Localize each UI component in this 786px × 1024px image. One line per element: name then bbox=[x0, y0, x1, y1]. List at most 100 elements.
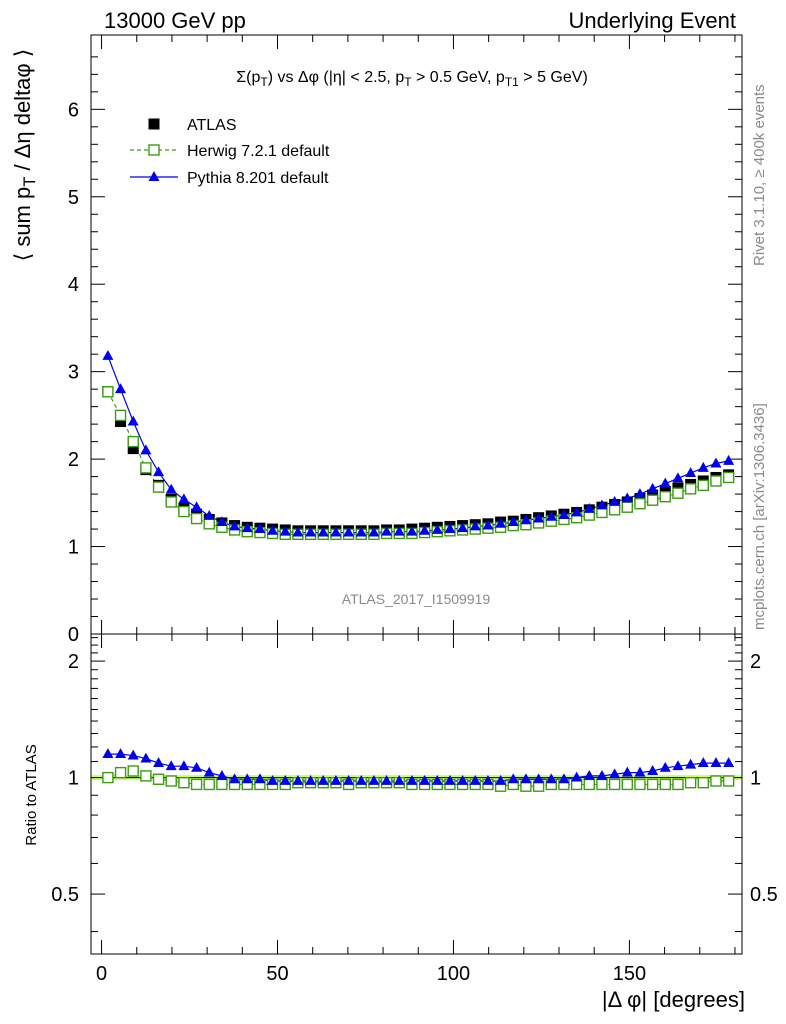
y-tick-label: 5 bbox=[68, 187, 79, 209]
pythia-point bbox=[191, 501, 203, 512]
pythia-point bbox=[229, 520, 241, 531]
pythia-ratio-point bbox=[203, 766, 215, 777]
pythia-point bbox=[710, 457, 722, 468]
pythia-ratio-point bbox=[330, 775, 342, 785]
herwig-point bbox=[165, 496, 177, 508]
herwig-ratio-point bbox=[178, 776, 190, 789]
titles: Σ(pT) vs Δφ (|η| < 2.5, pT > 0.5 GeV, pT… bbox=[10, 49, 745, 1012]
pythia-point bbox=[330, 526, 342, 537]
pythia-ratio-point bbox=[368, 775, 380, 785]
pythia-ratio-point bbox=[305, 775, 317, 785]
pythia-ratio-point bbox=[115, 748, 127, 759]
ratio-y-tick-label-left: 0.5 bbox=[51, 884, 79, 906]
analysis-watermark: ATLAS_2017_I1509919 bbox=[342, 591, 491, 607]
herwig-point bbox=[710, 475, 722, 487]
pythia-ratio-point bbox=[634, 766, 646, 777]
ratio-y-tick-label-left: 2 bbox=[68, 651, 79, 673]
pythia-ratio-point bbox=[558, 773, 570, 784]
pythia-point bbox=[254, 523, 266, 534]
pythia-ratio-point bbox=[393, 775, 405, 785]
pythia-point bbox=[634, 488, 646, 499]
pythia-ratio-point bbox=[191, 761, 203, 772]
pythia-ratio-point bbox=[229, 773, 241, 784]
pythia-point bbox=[672, 472, 684, 483]
pythia-ratio-point bbox=[444, 775, 456, 785]
pythia-ratio-point bbox=[520, 773, 532, 784]
herwig-point bbox=[608, 504, 621, 516]
pythia-point bbox=[102, 349, 114, 360]
pythia-point bbox=[216, 516, 228, 527]
herwig-point bbox=[634, 498, 646, 510]
herwig-point bbox=[722, 471, 735, 484]
pythia-point bbox=[469, 520, 481, 531]
y-tick-label: 3 bbox=[68, 362, 79, 384]
ratio-y-tick-label-right: 2 bbox=[750, 651, 761, 673]
ratio-y-tick-label-right: 1 bbox=[750, 768, 761, 790]
herwig-point bbox=[190, 512, 203, 525]
herwig-point bbox=[697, 479, 709, 492]
pythia-point bbox=[609, 496, 621, 506]
legend-atlas-marker bbox=[148, 118, 160, 130]
ratio-y-axis-label: Ratio to ATLAS bbox=[23, 744, 40, 845]
pythia-point bbox=[520, 514, 532, 525]
legend-entry: ATLAS bbox=[187, 117, 237, 134]
x-tick-label: 0 bbox=[96, 963, 107, 985]
pythia-point bbox=[685, 467, 697, 478]
pythia-point bbox=[355, 526, 367, 537]
header-left: 13000 GeV pp bbox=[104, 8, 246, 33]
pythia-ratio-point bbox=[279, 775, 291, 785]
pythia-point bbox=[381, 525, 393, 536]
ratio-y-tick-label-right: 0.5 bbox=[750, 884, 778, 906]
herwig-point bbox=[672, 487, 684, 499]
herwig-point bbox=[152, 481, 165, 493]
pythia-point bbox=[545, 510, 557, 521]
pythia-ratio-point bbox=[571, 771, 583, 782]
herwig-ratio-point bbox=[659, 778, 671, 791]
pythia-ratio-point bbox=[583, 769, 595, 780]
pythia-point bbox=[621, 492, 633, 503]
series-lines bbox=[107, 355, 729, 787]
herwig-point bbox=[646, 494, 659, 506]
chart-title: Σ(pT) vs Δφ (|η| < 2.5, pT > 0.5 GeV, pT… bbox=[236, 69, 588, 89]
pythia-ratio-point bbox=[621, 766, 633, 777]
pythia-ratio-point bbox=[723, 757, 735, 768]
pythia-point bbox=[267, 524, 279, 535]
pythia-point bbox=[406, 525, 418, 536]
pythia-ratio-point bbox=[457, 775, 469, 785]
herwig-ratio-point bbox=[190, 778, 203, 791]
pythia-ratio-point bbox=[153, 757, 165, 768]
series-markers bbox=[102, 349, 735, 792]
herwig-point bbox=[140, 462, 152, 474]
herwig-ratio-point bbox=[697, 776, 709, 789]
pythia-point bbox=[343, 526, 355, 537]
pythia-ratio-point bbox=[355, 775, 367, 785]
x-tick-label: 50 bbox=[266, 963, 288, 985]
atlas-point bbox=[115, 416, 127, 428]
atlas-point bbox=[127, 443, 139, 455]
ratio-band bbox=[91, 775, 742, 781]
pythia-ratio-point bbox=[482, 775, 494, 785]
y-tick-label: 6 bbox=[68, 99, 79, 121]
pythia-ratio-point bbox=[241, 773, 253, 784]
herwig-point bbox=[102, 386, 114, 398]
pythia-point bbox=[507, 516, 519, 527]
herwig-ratio-point bbox=[608, 778, 621, 791]
pythia-point bbox=[482, 519, 494, 530]
herwig-ratio-point bbox=[596, 778, 608, 791]
herwig-ratio-point bbox=[203, 778, 215, 791]
pythia-point bbox=[431, 524, 443, 534]
herwig-point bbox=[659, 491, 671, 503]
pythia-point bbox=[165, 483, 177, 494]
herwig-ratio-point bbox=[127, 765, 139, 777]
x-axis-label: |Δ φ| [degrees] bbox=[602, 987, 745, 1012]
herwig-ratio-point bbox=[216, 778, 228, 791]
pythia-ratio-point bbox=[165, 760, 177, 771]
pythia-point bbox=[659, 477, 671, 488]
herwig-point bbox=[178, 505, 190, 518]
x-tick-label: 100 bbox=[437, 963, 470, 985]
pythia-point bbox=[153, 466, 165, 477]
legend-herwig-marker bbox=[148, 144, 160, 156]
herwig-point bbox=[684, 483, 697, 495]
pythia-point bbox=[583, 503, 595, 513]
